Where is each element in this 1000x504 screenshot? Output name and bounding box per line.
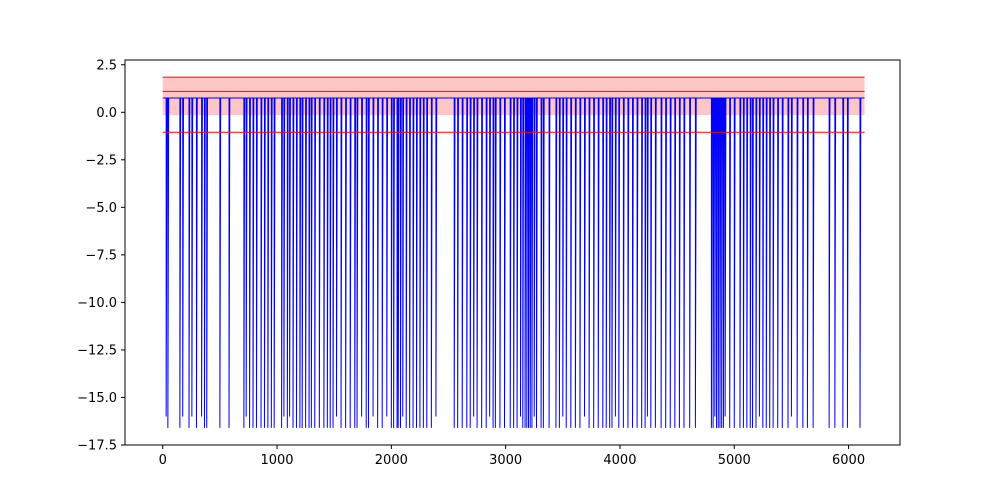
x-tick-label: 0 [159,453,167,468]
x-tick-label: 5000 [718,453,751,468]
x-tick-label: 2000 [375,453,408,468]
axes-frame [124,59,901,446]
y-tick-label: −7.5 [85,248,117,263]
y-tick-label: −15.0 [77,391,117,406]
y-tick-label: −10.0 [77,296,117,311]
y-tick-label: −2.5 [85,153,117,168]
x-axis: 0 1000 2000 3000 4000 5000 6000 [159,445,865,468]
y-tick-label: −17.5 [77,439,117,454]
series-line-0 [162,97,865,428]
x-tick-label: 4000 [603,453,636,468]
y-tick-label: −5.0 [85,201,117,216]
y-axis: 2.5 0.0 −2.5 −5.0 −7.5 −10.0 −12.5 −15.0 −17.5 [77,58,125,454]
x-tick-label: 1000 [260,453,293,468]
x-tick-label: 3000 [489,453,522,468]
y-tick-label: −12.5 [77,343,117,358]
y-tick-label: 0.0 [96,106,117,121]
x-tick-label: 6000 [832,453,865,468]
y-tick-label: 2.5 [96,58,117,73]
plot-area [162,76,865,428]
